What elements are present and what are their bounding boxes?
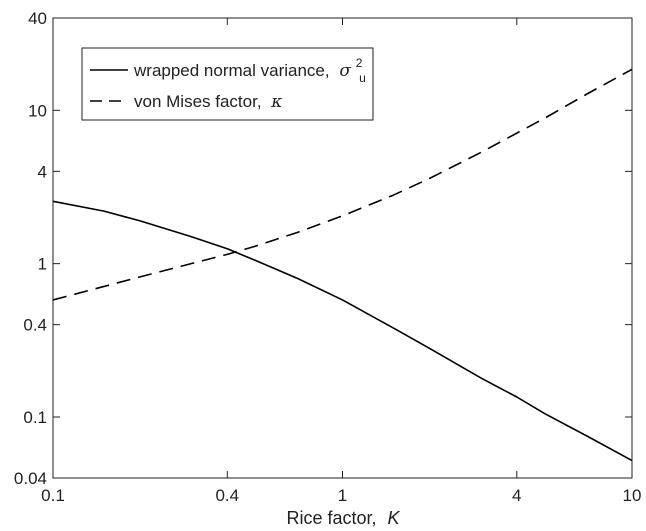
y-tick-label: 0.1 (23, 408, 47, 427)
legend-box (81, 47, 374, 121)
y-tick-label: 0.4 (23, 316, 47, 335)
x-axis-label: Rice factor, K (286, 508, 400, 528)
legend-label-sigma-sup: 2 (356, 56, 363, 70)
x-tick-label: 0.1 (41, 486, 65, 505)
legend-label-wrapped-normal-text: wrapped normal variance, (133, 61, 330, 80)
legend-label-von-mises-text: von Mises factor, (134, 92, 262, 111)
y-tick-label: 40 (28, 9, 47, 28)
legend-label-von-mises: von Mises factor, κ (134, 92, 282, 112)
x-tick-label: 0.4 (215, 486, 239, 505)
series-line-von-mises-factor (52, 68, 633, 301)
y-tick-label: 4 (38, 162, 47, 181)
x-tick-label: 1 (338, 486, 347, 505)
y-tick-label: 10 (28, 101, 47, 120)
axis-ticks (52, 17, 633, 479)
x-tick-label: 4 (512, 486, 521, 505)
series-line-wrapped-normal-variance (52, 200, 633, 462)
x-axis-label-symbol: K (388, 508, 401, 528)
y-tick-label: 0.04 (14, 469, 47, 488)
legend-label-sigma-symbol: σ (339, 61, 351, 81)
legend-label-kappa-symbol: κ (270, 92, 282, 112)
legend: wrapped normal variance, σ 2 u von Mises… (81, 47, 374, 121)
series-lines (52, 68, 633, 462)
legend-label-sigma-sub: u (359, 71, 366, 85)
legend-label-wrapped-normal: wrapped normal variance, σ 2 u (133, 52, 367, 85)
y-tick-label: 1 (38, 255, 47, 274)
x-tick-label: 10 (623, 486, 642, 505)
x-axis-label-text: Rice factor, (286, 508, 376, 528)
